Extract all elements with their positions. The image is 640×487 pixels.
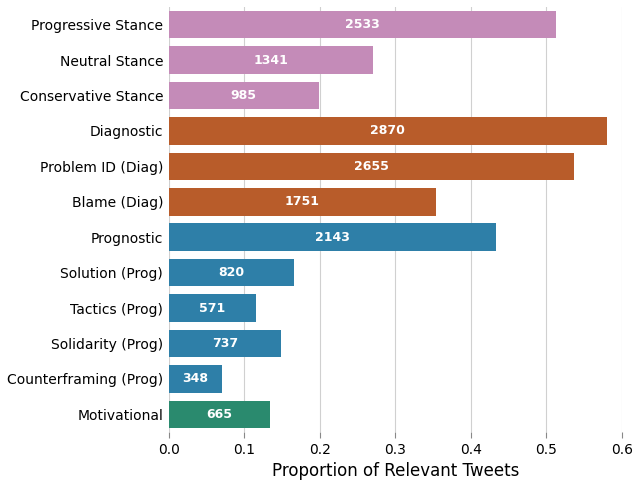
Bar (168, 82, 319, 110)
Text: 737: 737 (212, 337, 238, 350)
Bar (168, 400, 270, 428)
Bar (168, 11, 556, 38)
Bar (168, 294, 255, 322)
X-axis label: Proportion of Relevant Tweets: Proportion of Relevant Tweets (271, 462, 519, 480)
Text: 571: 571 (199, 301, 225, 315)
Text: 2143: 2143 (315, 231, 349, 244)
Bar (168, 152, 575, 180)
Bar (168, 259, 294, 286)
Text: 348: 348 (182, 373, 208, 385)
Text: 2533: 2533 (345, 18, 380, 31)
Text: 665: 665 (206, 408, 232, 421)
Text: 2655: 2655 (354, 160, 389, 173)
Text: 985: 985 (231, 89, 257, 102)
Bar (168, 46, 373, 74)
Bar (168, 365, 221, 393)
Bar (168, 188, 436, 216)
Bar (168, 224, 496, 251)
Text: 1341: 1341 (253, 54, 289, 67)
Text: 1751: 1751 (285, 195, 320, 208)
Bar (168, 330, 281, 357)
Bar (168, 117, 607, 145)
Text: 2870: 2870 (371, 125, 405, 137)
Text: 820: 820 (218, 266, 244, 279)
